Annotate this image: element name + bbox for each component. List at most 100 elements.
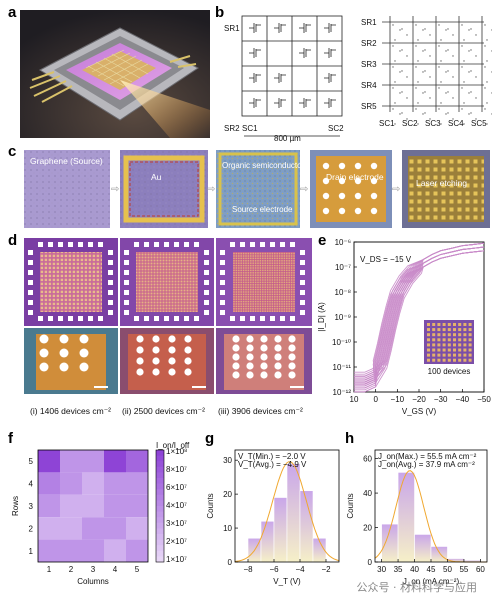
histogram-bar (286, 463, 301, 563)
inset-device (453, 343, 456, 347)
inset-device (463, 333, 467, 337)
inset-device (458, 348, 462, 352)
y-tick-label: 20 (223, 490, 232, 499)
caption-density-i: (i) 1406 devices cm⁻² (30, 406, 112, 416)
left-sr1-label: SR1 (224, 24, 240, 33)
inset-device (447, 328, 451, 332)
inset-device (463, 348, 467, 352)
panel-label-d: d (8, 232, 18, 249)
inset-device (463, 353, 467, 357)
heatmap-cell (38, 539, 60, 562)
colorbar-segment (156, 500, 164, 507)
inset-device (447, 333, 451, 337)
inset-device (427, 328, 430, 332)
inset-device (437, 348, 441, 352)
process-step-au (120, 150, 208, 228)
scale-bar-iii (290, 386, 304, 388)
row-tick-label: 5 (29, 457, 34, 466)
colorbar-segment (156, 461, 164, 468)
colorbar-title: I_on/I_off (156, 441, 190, 450)
right-sc2-label: SC2 (402, 119, 418, 128)
inset-device (432, 333, 436, 337)
heatmap-cell (126, 472, 148, 495)
chip-render-image (20, 10, 210, 138)
array-schematic: SR1 SR2 SC1 SC2 800 µm SR1 SR2 SR3 SR4 S… (222, 8, 495, 143)
inset-device (442, 348, 446, 352)
heatmap-cell (38, 517, 60, 540)
x-tick-label: 35 (394, 565, 403, 574)
colorbar-tick-label: 6×10⁷ (166, 483, 187, 492)
y-axis-label: Counts (346, 493, 355, 518)
y-tick-label: 60 (363, 455, 372, 464)
row-tick-label: 1 (29, 547, 34, 556)
x-axis-label: V_T (V) (273, 577, 301, 586)
heatmap-cell (104, 517, 126, 540)
y-tick-label: 10⁻⁸ (335, 288, 352, 297)
inset-device (468, 333, 472, 337)
colorbar-frame (155, 449, 165, 563)
row-tick-label: 2 (29, 524, 34, 533)
scale-label: 800 µm (274, 134, 301, 143)
colorbar-segment (156, 534, 164, 541)
inset-device (453, 353, 456, 357)
inset-device (468, 323, 472, 326)
inset-device (437, 353, 441, 357)
panel-label-f: f (8, 430, 13, 447)
inset-device (453, 348, 456, 352)
inset-device (453, 328, 456, 332)
inset-device (442, 358, 446, 362)
left-sc2-label: SC2 (328, 124, 344, 133)
x-tick-label: 60 (476, 565, 485, 574)
inset-device (447, 323, 451, 326)
inset-device (432, 323, 436, 326)
right-sr5-label: SR5 (361, 102, 377, 111)
inset-device (437, 328, 441, 332)
inset-device (458, 343, 462, 347)
colorbar-tick-label: 4×10⁷ (166, 501, 187, 510)
x-axis-label: J_on (mA cm⁻²) (403, 577, 460, 586)
panel-label-b: b (215, 4, 225, 21)
column-tick-label: 1 (47, 565, 52, 574)
right-sc5-label: SC5 (471, 119, 487, 128)
x-tick-label: 40 (410, 565, 419, 574)
x-tick-label: −8 (243, 565, 253, 574)
right-sr3-label: SR3 (361, 60, 377, 69)
inset-device (458, 328, 462, 332)
colorbar-segment (156, 522, 164, 529)
transfer-curve (354, 242, 485, 377)
right-sr4-label: SR4 (361, 81, 377, 90)
inset-device (468, 338, 472, 342)
inset-device (432, 353, 436, 357)
colorbar-segment (156, 511, 164, 518)
inset-device (447, 353, 451, 357)
step3-label-a: Organic semiconductors (222, 161, 308, 170)
x-tick-label: −10 (391, 395, 405, 404)
y-axis-label: |I_D| (A) (317, 302, 326, 332)
colorbar-tick-label: 1×10⁸ (166, 447, 187, 456)
x-axis-label: V_GS (V) (402, 407, 437, 416)
vt-histogram: −8 −6 −4 −2 0 10 20 30 V_T (V) Counts V_T(Min.) = … (205, 440, 345, 600)
inset-device (427, 343, 430, 347)
watermark-text: 公众号 · 材料科学与应用 (356, 581, 478, 594)
colorbar-tick-label: 1×10⁷ (166, 555, 187, 564)
heatmap-cell (60, 517, 82, 540)
fit-curve (234, 461, 340, 562)
inset-device (468, 328, 472, 332)
heatmap-cell (82, 450, 104, 473)
right-sc3-label: SC3 (425, 119, 441, 128)
colorbar-segment (156, 450, 164, 457)
histogram-bar (430, 546, 448, 563)
on-off-heatmap: 1 1 2 2 3 3 4 4 5 5 Columns Rows 1×10⁸ 8×10⁷ 6×10⁷ 4×10… (11, 440, 202, 600)
colorbar-segment (156, 506, 164, 513)
x-axis-label: Columns (77, 577, 109, 586)
row-tick-label: 3 (29, 502, 34, 511)
scale-bar-i (94, 386, 108, 388)
inset-device (432, 348, 436, 352)
histogram-bar (260, 520, 275, 563)
heatmap-cell (82, 494, 104, 518)
heatmap-cell (104, 539, 126, 562)
process-step-organic (216, 150, 300, 228)
inset-device (458, 323, 462, 326)
x-tick-label: −30 (434, 395, 448, 404)
stat-annotation-2: V_T(Avg.) = −4.9 V (238, 460, 307, 469)
